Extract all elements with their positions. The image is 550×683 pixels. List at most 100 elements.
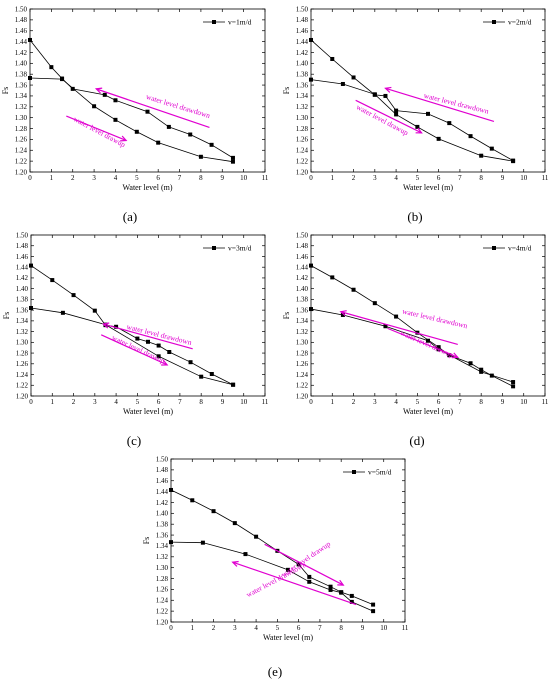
data-point [50,278,55,283]
annotation-arrowhead [451,352,460,359]
y-tick-label: 1.26 [296,360,309,368]
x-tick-label: 9 [221,398,225,406]
annotation-arrow [66,115,127,142]
y-tick-label: 1.34 [296,317,309,325]
data-point [28,76,32,81]
data-point [211,509,216,514]
data-point [394,314,399,319]
series-line-drawdown [310,39,514,161]
x-tick-label: 4 [114,174,118,182]
y-tick-label: 1.46 [296,253,309,261]
y-tick-label: 1.42 [156,499,169,507]
y-tick-label: 1.44 [296,264,309,272]
x-tick-label: 5 [135,174,139,182]
annotation-arrow [264,543,344,586]
x-tick-label: 0 [28,174,32,182]
data-point [479,153,484,158]
data-point [447,121,452,126]
x-tick-label: 11 [262,174,269,182]
y-axis-title: Fs [282,312,291,320]
annotation-arrow [103,323,193,350]
x-axis-title: Water level (m) [123,407,173,416]
x-tick-label: 3 [93,398,97,406]
x-tick-label: 6 [437,398,441,406]
data-point [328,584,333,589]
data-point [511,159,516,164]
y-tick-label: 1.50 [15,5,28,13]
y-axis-title: Fs [282,87,291,95]
data-point [113,98,118,103]
x-axis-title: Water level (m) [403,407,453,416]
x-tick-label: 10 [380,624,388,632]
annotation-arrowhead [101,322,110,329]
y-tick-label: 1.30 [296,339,309,347]
plot-frame [310,234,546,397]
panel-label: (a) [123,209,137,224]
annotation-label: water level drawup [399,328,455,360]
y-tick-label: 1.42 [16,274,29,282]
data-point [309,263,313,268]
x-tick-label: 8 [199,174,203,182]
chart-panel-a: 0 1 2 3 4 5 6 7 8 9 10 11 1.20 1.22 1.24 1.26 1.28 1.30 1.… [1,5,269,224]
data-point [29,263,33,268]
y-tick-label: 1.46 [156,477,169,485]
x-tick-label: 6 [437,174,441,182]
y-tick-label: 1.46 [16,253,29,261]
y-tick-label: 1.32 [296,328,309,336]
plot-frame [170,458,406,623]
x-tick-label: 6 [297,624,301,632]
x-tick-label: 1 [50,174,54,182]
data-point [479,369,484,374]
data-point [230,155,235,160]
x-axis-title: Water level (m) [403,183,453,192]
y-tick-label: 1.36 [16,306,29,314]
x-tick-label: 1 [191,624,195,632]
y-tick-label: 1.48 [296,16,309,24]
data-point [349,599,354,604]
x-tick-label: 4 [394,174,398,182]
y-tick-label: 1.30 [296,114,309,122]
plot-frame [30,234,266,397]
y-tick-label: 1.36 [156,531,169,539]
annotation-arrowhead [231,560,239,567]
data-point [230,159,235,164]
data-point [351,75,356,80]
data-point [209,371,214,376]
y-tick-label: 1.20 [296,392,309,400]
x-tick-label: 4 [114,398,118,406]
y-tick-label: 1.20 [15,168,28,176]
data-point [468,134,473,139]
data-point [351,287,356,292]
data-point [231,382,236,387]
data-point [49,65,54,70]
data-point [232,521,237,526]
y-tick-label: 1.22 [296,157,309,165]
y-tick-label: 1.30 [156,564,169,572]
x-tick-label: 2 [71,174,75,182]
data-point [383,93,388,98]
y-tick-label: 1.28 [296,125,309,133]
data-point [169,487,173,492]
y-tick-label: 1.34 [296,92,309,100]
y-tick-label: 1.30 [15,114,28,122]
annotation-label: water level drawup [72,114,127,149]
x-tick-label: 0 [309,174,313,182]
x-tick-label: 7 [178,174,182,182]
x-tick-label: 9 [221,174,225,182]
data-point [199,374,204,379]
data-point [479,367,484,372]
y-tick-label: 1.36 [15,81,28,89]
y-tick-label: 1.24 [16,371,29,379]
annotation-arrowhead [161,359,169,366]
data-point [60,77,65,82]
x-tick-label: 3 [373,398,377,406]
x-axis-title: Water level (m) [123,183,173,192]
plot-frame [310,8,546,173]
data-point [200,540,205,545]
data-point [309,307,313,312]
x-tick-label: 7 [458,398,462,406]
x-tick-label: 8 [199,398,203,406]
y-tick-label: 1.38 [16,296,29,304]
annotation-arrowhead [120,135,128,142]
data-point [511,380,516,385]
